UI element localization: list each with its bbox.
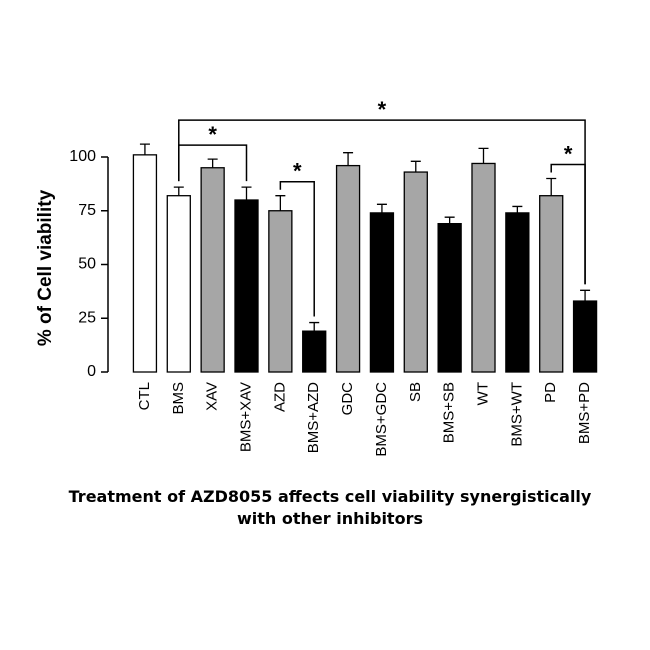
x-tick-label: BMS+SB xyxy=(441,382,458,443)
error-bar xyxy=(241,186,252,200)
y-axis-label: % of Cell viability xyxy=(35,189,56,346)
error-bar xyxy=(139,143,150,155)
error-bar xyxy=(410,160,421,173)
error-bar xyxy=(309,321,320,332)
x-tick-label: WT xyxy=(474,382,491,405)
y-tick-label: 75 xyxy=(78,202,96,219)
significance-label: * xyxy=(378,97,387,122)
error-bar xyxy=(444,216,455,224)
chart: % of Cell viability 0 25 50 75 100 CTL BMS XAV B… xyxy=(35,97,598,457)
error-bar xyxy=(546,177,557,196)
x-tick-label: SB xyxy=(407,382,424,402)
y-tick-label: 50 xyxy=(78,256,96,273)
bar xyxy=(572,300,598,373)
error-bar xyxy=(207,158,218,168)
x-tick-label: BMS+WT xyxy=(508,382,525,447)
bar xyxy=(539,195,564,373)
error-bar xyxy=(376,203,387,213)
y-tick-label: 100 xyxy=(69,148,96,165)
error-bar xyxy=(275,195,286,211)
x-tick-label: PD xyxy=(542,382,559,403)
x-tick-label: BMS+AZD xyxy=(305,382,322,453)
y-tick-label: 0 xyxy=(87,363,96,380)
significance-label: * xyxy=(208,122,217,147)
error-bar xyxy=(478,147,489,164)
error-bar xyxy=(343,152,354,166)
significance-bracket xyxy=(178,119,586,285)
bar xyxy=(505,212,530,373)
error-bar xyxy=(512,205,523,213)
bar xyxy=(471,162,496,373)
error-bar xyxy=(580,289,591,302)
x-tick-label: BMS xyxy=(170,382,187,415)
x-tick-label: BMS+XAV xyxy=(237,382,254,452)
error-bar xyxy=(173,186,184,196)
bar xyxy=(369,212,395,373)
x-tick-label: BMS+PD xyxy=(576,382,593,444)
bar xyxy=(234,199,259,373)
significance-label: * xyxy=(293,159,302,184)
bar xyxy=(268,210,293,373)
bar xyxy=(166,195,191,373)
bar xyxy=(302,330,327,373)
significance-label: * xyxy=(564,141,573,166)
x-tick-label: BMS+GDC xyxy=(373,382,390,457)
caption: Treatment of AZD8055 affects cell viabil… xyxy=(68,487,592,528)
x-tick-label: AZD xyxy=(271,382,288,412)
bar xyxy=(132,154,158,373)
bar xyxy=(437,222,462,373)
y-tick-label: 25 xyxy=(78,309,96,326)
bar xyxy=(200,167,225,373)
significance-bracket xyxy=(279,180,315,317)
x-tick-label: CTL xyxy=(136,382,153,410)
bar xyxy=(335,164,361,373)
x-tick-label: XAV xyxy=(204,382,221,411)
x-tick-label: GDC xyxy=(339,382,356,416)
bar xyxy=(403,171,428,373)
